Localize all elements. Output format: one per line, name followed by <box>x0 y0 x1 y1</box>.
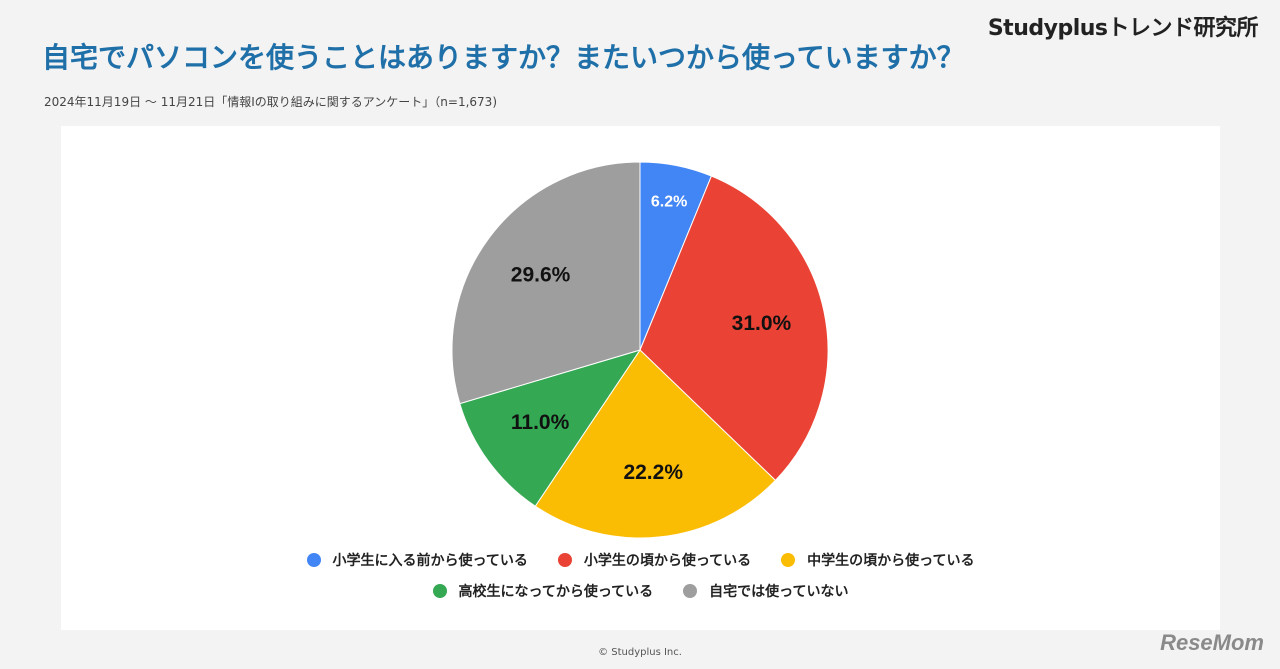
legend-item: 高校生になってから使っている <box>432 581 654 601</box>
chart-panel: 6.2% 31.0% 22.2% 11.0% 29.6% 小学生に入る前から使っている … <box>61 126 1220 630</box>
legend-label: 中学生の頃から使っている <box>807 553 975 569</box>
legend-row-2: 高校生になってから使っている 自宅では使っていない <box>61 581 1220 601</box>
legend-swatch <box>306 553 321 567</box>
legend-swatch <box>683 584 698 598</box>
legend-swatch <box>557 553 572 567</box>
legend-label: 小学生の頃から使っている <box>583 553 752 569</box>
slice-data-label: 29.6% <box>511 263 571 286</box>
survey-note: 2024年11月19日 ～ 11月21日「情報Ⅰの取り組みに関するアンケート」（… <box>44 95 498 109</box>
slice-data-label: 31.0% <box>732 312 792 335</box>
brand-logo: Studyplusトレンド研究所 <box>987 16 1259 41</box>
chart-title: 自宅でパソコンを使うことはありますか？またいつから使っていますか？ <box>42 41 965 74</box>
legend-item: 小学生の頃から使っている <box>557 550 752 570</box>
legend-swatch <box>781 553 796 567</box>
legend-label: 高校生になってから使っている <box>458 584 654 600</box>
slice-data-label: 11.0% <box>511 411 570 434</box>
pie-slice <box>534 349 777 539</box>
legend-item: 自宅では使っていない <box>683 581 848 601</box>
legend-label: 自宅では使っていない <box>709 584 849 600</box>
legend-row-1: 小学生に入る前から使っている 小学生の頃から使っている 中学生の頃から使っている <box>61 550 1220 570</box>
legend-swatch <box>432 584 447 598</box>
legend-label: 小学生に入る前から使っている <box>332 553 528 569</box>
copyright: © Studyplus Inc. <box>598 647 682 658</box>
pie-slice <box>639 175 829 482</box>
legend-item: 中学生の頃から使っている <box>781 550 974 570</box>
pie-slice <box>451 161 641 405</box>
watermark-logo: ReseMom <box>1160 630 1264 655</box>
pie-chart: 6.2% 31.0% 22.2% 11.0% 29.6% <box>451 161 829 539</box>
pie-slice <box>459 349 642 507</box>
legend-item: 小学生に入る前から使っている <box>306 550 528 570</box>
slice-data-label: 6.2% <box>651 194 687 211</box>
legend: 小学生に入る前から使っている 小学生の頃から使っている 中学生の頃から使っている… <box>61 550 1220 612</box>
slice-data-label: 22.2% <box>623 461 683 484</box>
